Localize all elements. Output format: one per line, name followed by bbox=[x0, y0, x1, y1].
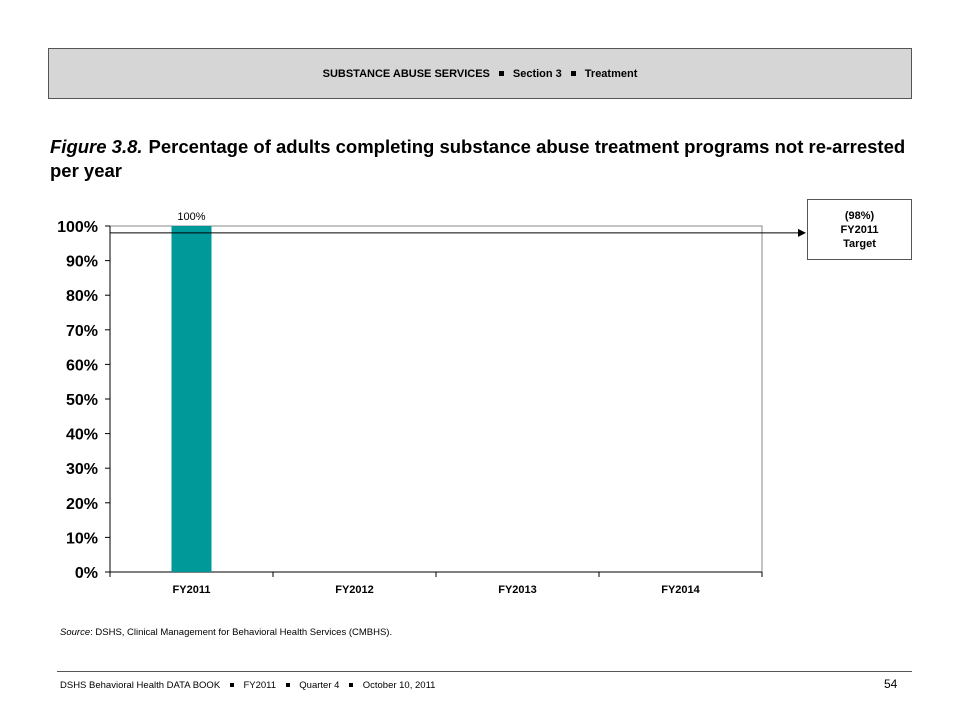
footer-quarter: Quarter 4 bbox=[299, 680, 340, 691]
figure-label: Figure 3.8. bbox=[50, 136, 143, 157]
target-arrow-icon bbox=[798, 228, 806, 237]
target-value: (98%) bbox=[844, 209, 875, 222]
footer-fiscal-year: FY2011 bbox=[243, 680, 277, 691]
section-header-band: SUBSTANCE ABUSE SERVICES Section 3 Treat… bbox=[48, 48, 912, 99]
y-tick-label: 60% bbox=[66, 357, 98, 374]
y-tick-label: 80% bbox=[66, 288, 98, 305]
footer-book-title: DSHS Behavioral Health DATA BOOK bbox=[60, 680, 221, 691]
source-label: Source bbox=[60, 627, 91, 638]
separator-square-icon bbox=[570, 71, 576, 76]
y-tick-label: 10% bbox=[66, 530, 98, 547]
footer: DSHS Behavioral Health DATA BOOK FY2011 … bbox=[60, 680, 435, 691]
footer-divider bbox=[57, 671, 912, 672]
y-tick-label: 100% bbox=[57, 219, 98, 236]
y-tick-label: 30% bbox=[66, 461, 98, 478]
x-tick-label: FY2013 bbox=[498, 584, 537, 596]
figure-title: Figure 3.8. Percentage of adults completi… bbox=[50, 135, 910, 183]
target-label: Target bbox=[843, 237, 876, 250]
bar bbox=[171, 226, 212, 572]
target-callout-box: (98%) FY2011 Target bbox=[807, 199, 912, 260]
x-tick-label: FY2012 bbox=[335, 584, 374, 596]
x-tick-label: FY2011 bbox=[173, 584, 211, 596]
y-tick-label: 50% bbox=[66, 392, 98, 409]
figure-title-text: Percentage of adults completing substanc… bbox=[50, 136, 906, 181]
separator-square-icon bbox=[498, 71, 504, 76]
section-topic: Treatment bbox=[584, 67, 638, 80]
y-tick-label: 20% bbox=[66, 496, 98, 513]
y-tick-label: 40% bbox=[66, 427, 98, 444]
separator-square-icon bbox=[229, 683, 234, 688]
footer-date: October 10, 2011 bbox=[362, 680, 436, 691]
source-note: Source: DSHS, Clinical Management for Be… bbox=[60, 627, 392, 638]
bar-data-label: 100% bbox=[177, 211, 205, 223]
source-text: : DSHS, Clinical Management for Behavior… bbox=[90, 627, 393, 638]
section-title: SUBSTANCE ABUSE SERVICES bbox=[322, 67, 490, 80]
section-number: Section 3 bbox=[512, 67, 562, 80]
page-number: 54 bbox=[884, 677, 898, 691]
target-year: FY2011 bbox=[840, 223, 879, 236]
separator-square-icon bbox=[349, 683, 354, 688]
y-tick-label: 70% bbox=[66, 323, 98, 340]
x-tick-label: FY2014 bbox=[661, 584, 700, 596]
separator-square-icon bbox=[285, 683, 290, 688]
y-tick-label: 0% bbox=[75, 565, 98, 582]
y-tick-label: 90% bbox=[66, 254, 98, 271]
